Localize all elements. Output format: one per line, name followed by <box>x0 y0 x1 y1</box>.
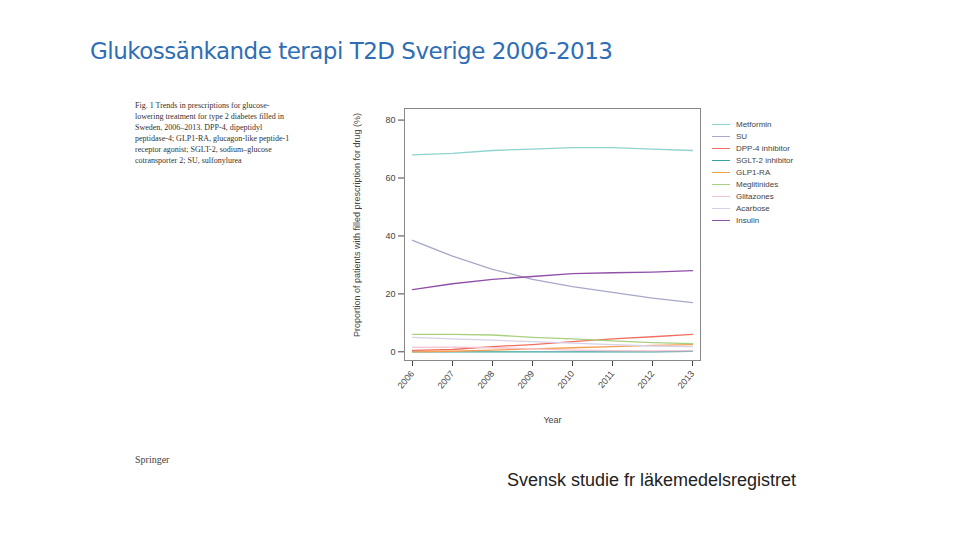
html-text:Metformin: Metformin <box>736 119 772 129</box>
html-text:Glukossänkande terapi T2D Sver: Glukossänkande terapi T2D Sverige 2006-2… <box>90 38 613 64</box>
svg-text:2006: 2006 <box>396 369 417 391</box>
svg-text:80: 80 <box>385 115 395 125</box>
html-text:SGLT-2 inhibitor: SGLT-2 inhibitor <box>736 155 794 165</box>
svg-text:2013: 2013 <box>676 369 697 391</box>
svg-text:60: 60 <box>385 173 395 183</box>
svg-text:2010: 2010 <box>556 369 577 391</box>
svg-text:0: 0 <box>390 347 395 357</box>
html-text:Springer: Springer <box>135 454 170 465</box>
html-text:GLP1-RA: GLP1-RA <box>736 167 771 177</box>
html-text:Svensk studie fr läkemedelsreg: Svensk studie fr läkemedelsregistret <box>507 470 797 490</box>
html-text:Glitazones: Glitazones <box>736 191 774 201</box>
html-text:Meglitinides: Meglitinides <box>736 179 779 189</box>
svg-text:2008: 2008 <box>476 369 497 391</box>
svg-text:40: 40 <box>385 231 395 241</box>
svg-text:2011: 2011 <box>596 369 616 390</box>
svg-text:2009: 2009 <box>516 369 537 391</box>
svg-text:2007: 2007 <box>436 369 457 391</box>
html-text:DPP-4 inhibitor: DPP-4 inhibitor <box>736 143 790 153</box>
svg-text:20: 20 <box>385 289 395 299</box>
svg-text:2012: 2012 <box>636 369 657 391</box>
html-text:Fig. 1 Trends in prescriptions: Fig. 1 Trends in prescriptions for gluco… <box>135 101 290 165</box>
html-text:Proportion of patients with fi: Proportion of patients with filled presc… <box>352 113 362 338</box>
html-text:Acarbose: Acarbose <box>736 203 770 213</box>
svg-text:Year: Year <box>543 415 561 425</box>
html-text:Insulin: Insulin <box>736 215 760 225</box>
html-text:SU: SU <box>736 131 748 141</box>
